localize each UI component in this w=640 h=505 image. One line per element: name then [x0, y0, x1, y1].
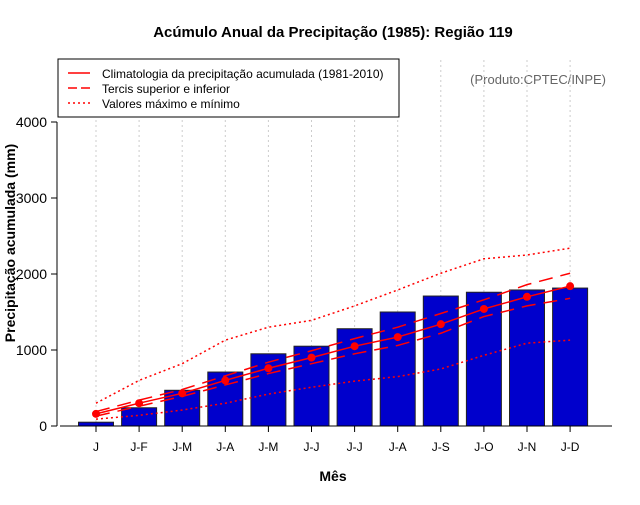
bar-J-D [552, 287, 589, 427]
x-axis-label: Mês [319, 468, 346, 484]
bar-J-N [509, 289, 545, 427]
climatology-line [95, 285, 571, 415]
legend-box [57, 58, 400, 118]
climatology-point [92, 409, 100, 418]
bar-J-A [379, 311, 416, 427]
x-tick-label: J-S [432, 440, 450, 454]
x-tick-label: J-N [518, 440, 537, 454]
legend: Climatologia da precipitação acumulada (… [57, 58, 400, 118]
y-tick-label: 0 [39, 418, 47, 434]
min-line [95, 339, 571, 420]
x-tick-label: J-J [347, 440, 363, 454]
climatology-point [393, 333, 402, 342]
climatology-point [523, 292, 531, 301]
x-tick-label: J-M [172, 440, 192, 454]
credit-text: (Produto:CPTEC/INPE) [470, 72, 606, 87]
legend-label-extremes: Valores máximo e mínimo [102, 97, 240, 111]
x-tick-label: J-M [258, 440, 278, 454]
climatology-point [135, 399, 144, 408]
x-tick-label: J-A [389, 440, 407, 454]
x-tick-label: J-O [474, 440, 493, 454]
climatology-point [350, 342, 359, 351]
x-tick-label: J-D [561, 440, 580, 454]
chart-title: Acúmulo Anual da Precipitação (1985): Re… [153, 24, 513, 41]
bar-J [78, 421, 114, 427]
lower-tercile-line [95, 297, 571, 417]
upper-tercile-line [95, 272, 571, 413]
climatology-point [221, 376, 230, 385]
x-tick-label: J [93, 440, 99, 454]
y-tick-label: 1000 [16, 342, 47, 358]
y-tick-label: 3000 [16, 190, 47, 206]
climatology-point [436, 320, 445, 329]
y-tick-label: 2000 [16, 266, 47, 282]
max-line [95, 247, 571, 404]
climatology-point [479, 304, 488, 313]
climatology-point [566, 282, 575, 291]
climatology-point [264, 364, 273, 373]
x-tick-label: J-A [216, 440, 234, 454]
legend-label-climatology: Climatologia da precipitação acumulada (… [102, 67, 384, 81]
x-tick-label: J-F [130, 440, 147, 454]
climatology-point [178, 389, 187, 398]
bar-J-S [422, 295, 459, 427]
x-tick-label: J-J [304, 440, 320, 454]
legend-label-terciles: Tercis superior e inferior [102, 82, 230, 96]
y-axis-label: Precipitação acumulada (mm) [2, 144, 18, 342]
climatology-point [307, 353, 316, 362]
y-tick-label: 4000 [16, 114, 47, 130]
